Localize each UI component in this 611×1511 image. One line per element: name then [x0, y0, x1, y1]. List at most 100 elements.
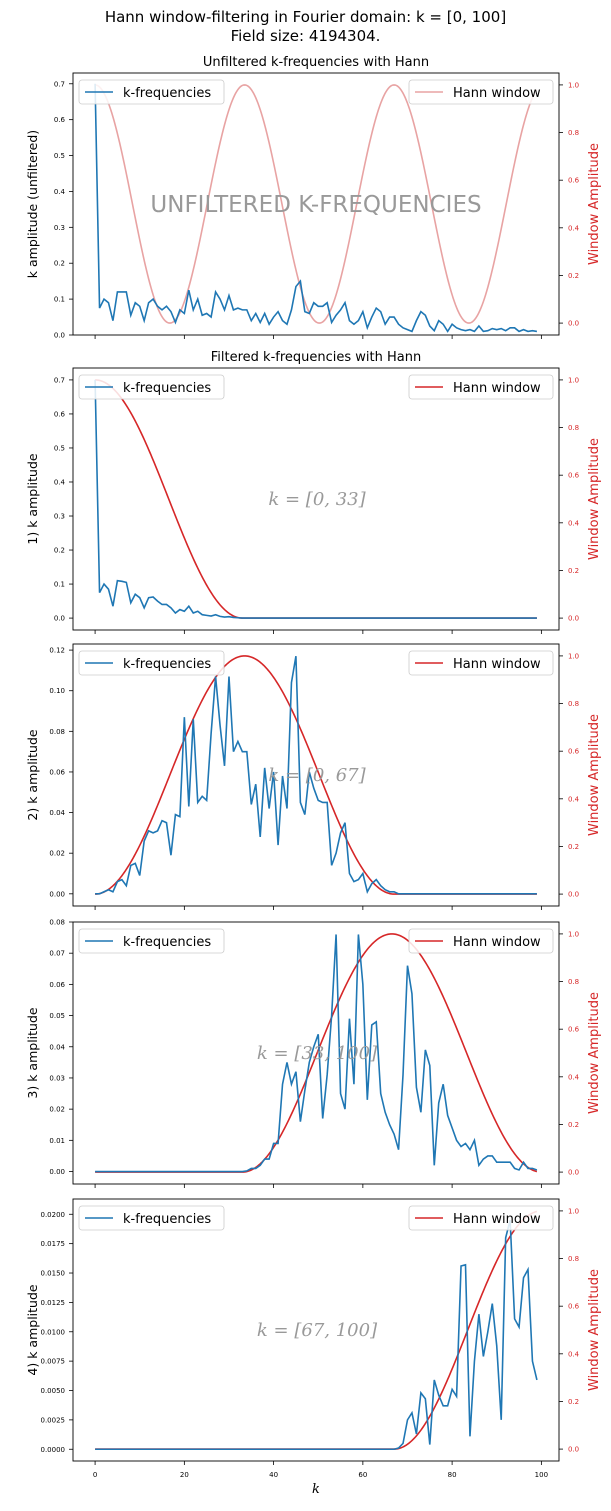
- y-tick-label: 0.4: [54, 478, 66, 486]
- y-right-tick-label: 0.8: [568, 424, 579, 432]
- legend-label-k-frequencies: k-frequencies: [123, 86, 211, 101]
- figure-title-line2: Field size: 4194304.: [230, 27, 381, 45]
- y-right-tick-label: 0.0: [568, 615, 579, 623]
- y-tick-label: 0.7: [54, 80, 65, 88]
- y-right-axis-label: Window Amplitude: [587, 438, 602, 560]
- y-right-tick-label: 0.0: [568, 1169, 579, 1177]
- chart-annotation: UNFILTERED K-FREQUENCIES: [150, 192, 481, 218]
- chart-panel-4: 0.00 0.01 0.02 0.03 0.04 0.05 0.06 0.07 0.08 0.0 0…: [25, 919, 602, 1188]
- legend-box-k-frequencies: [78, 650, 225, 676]
- y-axis-label: 2) k amplitude: [25, 729, 40, 820]
- legend-label-hann-window: Hann window: [453, 1212, 541, 1227]
- y-right-tick-label: 0.6: [568, 1303, 580, 1311]
- y-right-tick-label: 0.6: [568, 748, 580, 756]
- y-right-tick-label: 0.2: [568, 1121, 579, 1129]
- legend-label-k-frequencies: k-frequencies: [123, 1212, 211, 1227]
- axes-frame: [72, 72, 560, 336]
- y-tick-label: 0.0175: [41, 1240, 66, 1248]
- legend-label-k-frequencies: k-frequencies: [123, 657, 211, 672]
- y-tick-label: 0.0050: [41, 1387, 66, 1395]
- axes-frame: [72, 1198, 560, 1462]
- y-right-tick-label: 0.6: [568, 472, 580, 480]
- y-tick-label: 0.3: [54, 513, 65, 521]
- y-tick-label: 0.1: [54, 296, 65, 304]
- legend-box-hann-window: [408, 1205, 554, 1231]
- y-tick-label: 0.10: [49, 687, 65, 695]
- x-tick-label: 80: [448, 1471, 457, 1479]
- y-tick-label: 0.04: [49, 809, 65, 817]
- y-tick-label: 0.01: [49, 1137, 65, 1145]
- figure-title-line1: Hann window-filtering in Fourier domain:…: [104, 8, 507, 26]
- y-tick-label: 0.0: [54, 615, 65, 623]
- chart-annotation: k = [0, 67]: [268, 765, 366, 786]
- legend-box-k-frequencies: [78, 1205, 225, 1231]
- y-tick-label: 0.05: [49, 1012, 65, 1020]
- y-right-tick-label: 0.2: [568, 843, 579, 851]
- y-right-tick-label: 0.8: [568, 700, 579, 708]
- x-axis-label: k: [312, 1482, 320, 1497]
- y-tick-label: 0.03: [49, 1074, 65, 1082]
- y-right-tick-label: 0.0: [568, 1446, 579, 1454]
- chart-annotation: k = [0, 33]: [268, 489, 366, 510]
- chart-panel-1: Unfiltered k-frequencies with Hann 0.0 0.1…: [25, 55, 602, 340]
- y-right-tick-label: 0.4: [568, 1073, 580, 1081]
- y-right-axis-label: Window Amplitude: [587, 143, 602, 265]
- y-tick-label: 0.0025: [41, 1416, 66, 1424]
- y-tick-label: 0.3: [54, 224, 65, 232]
- chart-panel-3: 0.00 0.02 0.04 0.06 0.08 0.10 0.12 0.0 0.2 0.4 0.6…: [25, 643, 602, 910]
- y-tick-label: 0.2: [54, 547, 65, 555]
- y-right-axis-label: Window Amplitude: [587, 992, 602, 1114]
- y-right-tick-label: 0.0: [568, 891, 579, 899]
- y-tick-label: 0.2: [54, 260, 65, 268]
- y-tick-label: 0.1: [54, 581, 65, 589]
- x-tick-label: 100: [535, 1471, 548, 1479]
- y-right-tick-label: 0.2: [568, 272, 579, 280]
- y-right-tick-label: 1.0: [568, 930, 579, 938]
- y-right-tick-label: 1.0: [568, 81, 579, 89]
- legend-box-hann-window: [408, 928, 554, 954]
- legend-box-k-frequencies: [78, 79, 225, 105]
- legend-label-hann-window: Hann window: [453, 657, 541, 672]
- y-right-tick-label: 0.8: [568, 1255, 579, 1263]
- y-right-tick-label: 0.8: [568, 129, 579, 137]
- y-right-tick-label: 0.0: [568, 320, 579, 328]
- chart-panel-2: Filtered k-frequencies with Hann 0.0 0.1 0.…: [25, 350, 602, 634]
- legend-box-hann-window: [408, 374, 554, 400]
- y-tick-label: 0.0200: [41, 1211, 66, 1219]
- y-right-tick-label: 1.0: [568, 1207, 579, 1215]
- y-tick-label: 0.0100: [41, 1328, 66, 1336]
- legend-label-k-frequencies: k-frequencies: [123, 935, 211, 950]
- y-tick-label: 0.12: [49, 647, 65, 655]
- y-tick-label: 0.5: [54, 444, 65, 452]
- y-tick-label: 0.00: [49, 890, 65, 898]
- y-right-tick-label: 1.0: [568, 376, 579, 384]
- y-right-tick-label: 0.4: [568, 519, 580, 527]
- axes-frame: [72, 643, 560, 907]
- y-tick-label: 0.02: [49, 850, 65, 858]
- y-tick-label: 0.00: [49, 1168, 65, 1176]
- axes-frame: [72, 921, 560, 1185]
- legend-box-k-frequencies: [78, 928, 225, 954]
- y-axis-label: k amplitude (unfiltered): [25, 130, 40, 278]
- y-right-tick-label: 0.4: [568, 1350, 580, 1358]
- y-right-axis-label: Window Amplitude: [587, 714, 602, 836]
- y-tick-label: 0.08: [49, 728, 65, 736]
- y-tick-label: 0.0: [54, 332, 65, 340]
- y-tick-label: 0.0125: [41, 1299, 66, 1307]
- series-line-k-frequencies: [95, 656, 537, 895]
- y-tick-label: 0.6: [54, 116, 66, 124]
- y-tick-label: 0.06: [49, 981, 65, 989]
- y-tick-label: 0.04: [49, 1043, 65, 1051]
- y-tick-label: 0.07: [49, 950, 65, 958]
- y-tick-label: 0.08: [49, 919, 65, 927]
- x-tick-label: 20: [180, 1471, 189, 1479]
- x-tick-label: 40: [269, 1471, 278, 1479]
- y-right-tick-label: 0.8: [568, 978, 579, 986]
- legend-box-hann-window: [408, 650, 554, 676]
- chart-title: Filtered k-frequencies with Hann: [211, 350, 421, 365]
- y-tick-label: 0.5: [54, 152, 65, 160]
- y-right-tick-label: 0.2: [568, 567, 579, 575]
- y-tick-label: 0.0150: [41, 1270, 66, 1278]
- x-tick-label: 0: [93, 1471, 97, 1479]
- y-right-tick-label: 1.0: [568, 652, 579, 660]
